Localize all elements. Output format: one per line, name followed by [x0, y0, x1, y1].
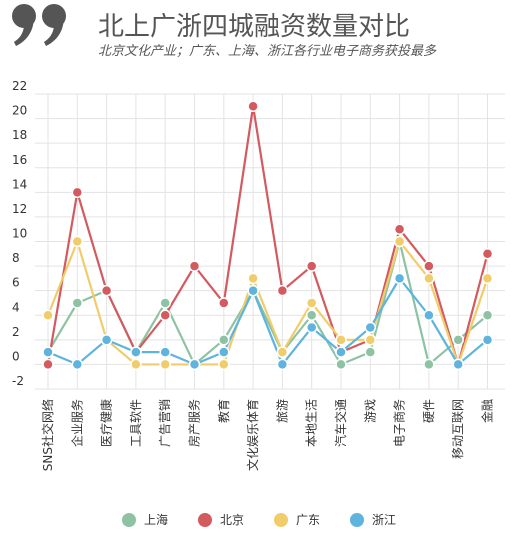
y-tick-label: 0 — [12, 349, 20, 363]
y-tick-label: 8 — [12, 251, 20, 265]
series-line — [46, 105, 489, 366]
data-point — [71, 235, 84, 248]
data-point — [276, 358, 289, 371]
data-point — [188, 260, 201, 272]
data-point — [100, 284, 113, 297]
x-tick-label: 文化娱乐体育 — [245, 399, 260, 471]
data-point — [452, 358, 464, 371]
data-point — [71, 297, 84, 309]
data-point — [159, 358, 171, 371]
data-point — [452, 334, 464, 346]
x-tick-label: 本地生活 — [305, 399, 319, 447]
x-tick-label: 广告营销 — [158, 399, 172, 447]
x-tick-label: 游戏 — [363, 399, 377, 423]
legend-item[interactable]: 北京 — [197, 511, 244, 528]
x-tick-label: 旅游 — [275, 399, 289, 423]
chart-subtitle: 北京文化产业；广东、上海、浙江各行业电子商务获投最多 — [98, 44, 437, 59]
y-tick-label: 12 — [12, 202, 27, 216]
data-point — [247, 100, 259, 113]
data-point — [71, 358, 84, 371]
data-point — [481, 309, 494, 321]
data-point — [247, 284, 259, 297]
data-point — [71, 186, 84, 199]
data-point — [130, 358, 142, 371]
data-point — [276, 284, 289, 297]
data-point — [305, 297, 318, 309]
data-point — [423, 309, 435, 321]
data-point — [42, 309, 54, 321]
data-point — [247, 272, 259, 285]
legend-marker-icon — [121, 512, 136, 527]
data-point — [393, 235, 406, 248]
legend-marker-icon — [197, 512, 212, 527]
data-point — [218, 358, 230, 371]
series-line — [46, 240, 489, 366]
y-tick-label: 10 — [12, 227, 27, 241]
legend-marker-icon — [350, 512, 365, 527]
data-point — [423, 272, 435, 285]
data-point — [364, 321, 377, 334]
x-tick-label: 教育 — [216, 399, 231, 423]
data-point — [42, 358, 54, 371]
y-tick-label: -2 — [12, 374, 24, 388]
y-tick-label: 18 — [12, 128, 27, 142]
data-point — [305, 321, 318, 334]
y-tick-label: 20 — [12, 104, 27, 118]
y-tick-label: 6 — [12, 276, 20, 290]
data-point — [305, 260, 318, 272]
legend-label: 广东 — [296, 513, 321, 527]
legend-item[interactable]: 浙江 — [350, 511, 396, 528]
data-point — [188, 358, 201, 371]
x-tick-label: 医疗健康 — [99, 399, 114, 447]
y-tick-label: 2 — [12, 325, 20, 339]
data-point — [423, 358, 435, 371]
data-point — [335, 358, 347, 371]
data-point — [218, 334, 230, 346]
data-point — [481, 334, 494, 346]
data-point — [305, 309, 318, 321]
y-tick-label: 22 — [12, 79, 27, 93]
data-point — [364, 346, 377, 358]
chart-title: 北上广浙四城融资数量对比 — [98, 12, 411, 42]
legend-label: 北京 — [219, 513, 244, 527]
data-point — [393, 272, 406, 285]
y-tick-label: 4 — [12, 300, 20, 314]
data-point — [159, 297, 171, 309]
data-point — [42, 346, 54, 358]
x-tick-label: 硬件 — [422, 399, 436, 423]
quote-mark-icon — [12, 4, 66, 46]
data-point — [159, 309, 171, 321]
data-point — [218, 346, 230, 358]
legend-item[interactable]: 广东 — [274, 511, 320, 528]
data-point — [276, 346, 289, 358]
x-tick-label: 金融 — [480, 399, 495, 423]
data-point — [335, 346, 347, 358]
data-point — [481, 248, 494, 260]
x-tick-label: 房产服务 — [187, 399, 202, 447]
data-point — [159, 346, 171, 358]
legend-item[interactable]: 上海 — [121, 511, 168, 528]
x-tick-label: 工具软件 — [129, 399, 143, 447]
legend-label: 上海 — [143, 513, 168, 527]
y-tick-label: 14 — [12, 177, 27, 191]
x-tick-label: 汽车交通 — [333, 399, 348, 447]
legend-marker-icon — [274, 512, 288, 527]
x-tick-label: 移动互联网 — [451, 399, 465, 459]
data-point — [100, 334, 113, 346]
x-tick-label: 企业服务 — [69, 399, 84, 447]
data-point — [393, 223, 406, 235]
data-point — [364, 334, 377, 346]
data-point — [423, 260, 435, 272]
y-tick-label: 16 — [12, 153, 27, 167]
chart-legend: 上海 北京 广东 浙江 — [0, 511, 518, 528]
data-point — [130, 346, 142, 358]
data-point — [481, 272, 494, 285]
data-point — [335, 334, 347, 346]
data-point — [218, 297, 230, 309]
x-tick-label: 电子商务 — [392, 399, 407, 447]
legend-label: 浙江 — [372, 513, 397, 527]
series-line — [47, 277, 489, 366]
line-chart: -2 0 2 4 6 8 10 12 14 16 18 20 22 SNS社交网络 企业服务 医疗健康 工具软件… — [12, 79, 505, 471]
x-tick-label: SNS社交网络 — [40, 399, 55, 471]
